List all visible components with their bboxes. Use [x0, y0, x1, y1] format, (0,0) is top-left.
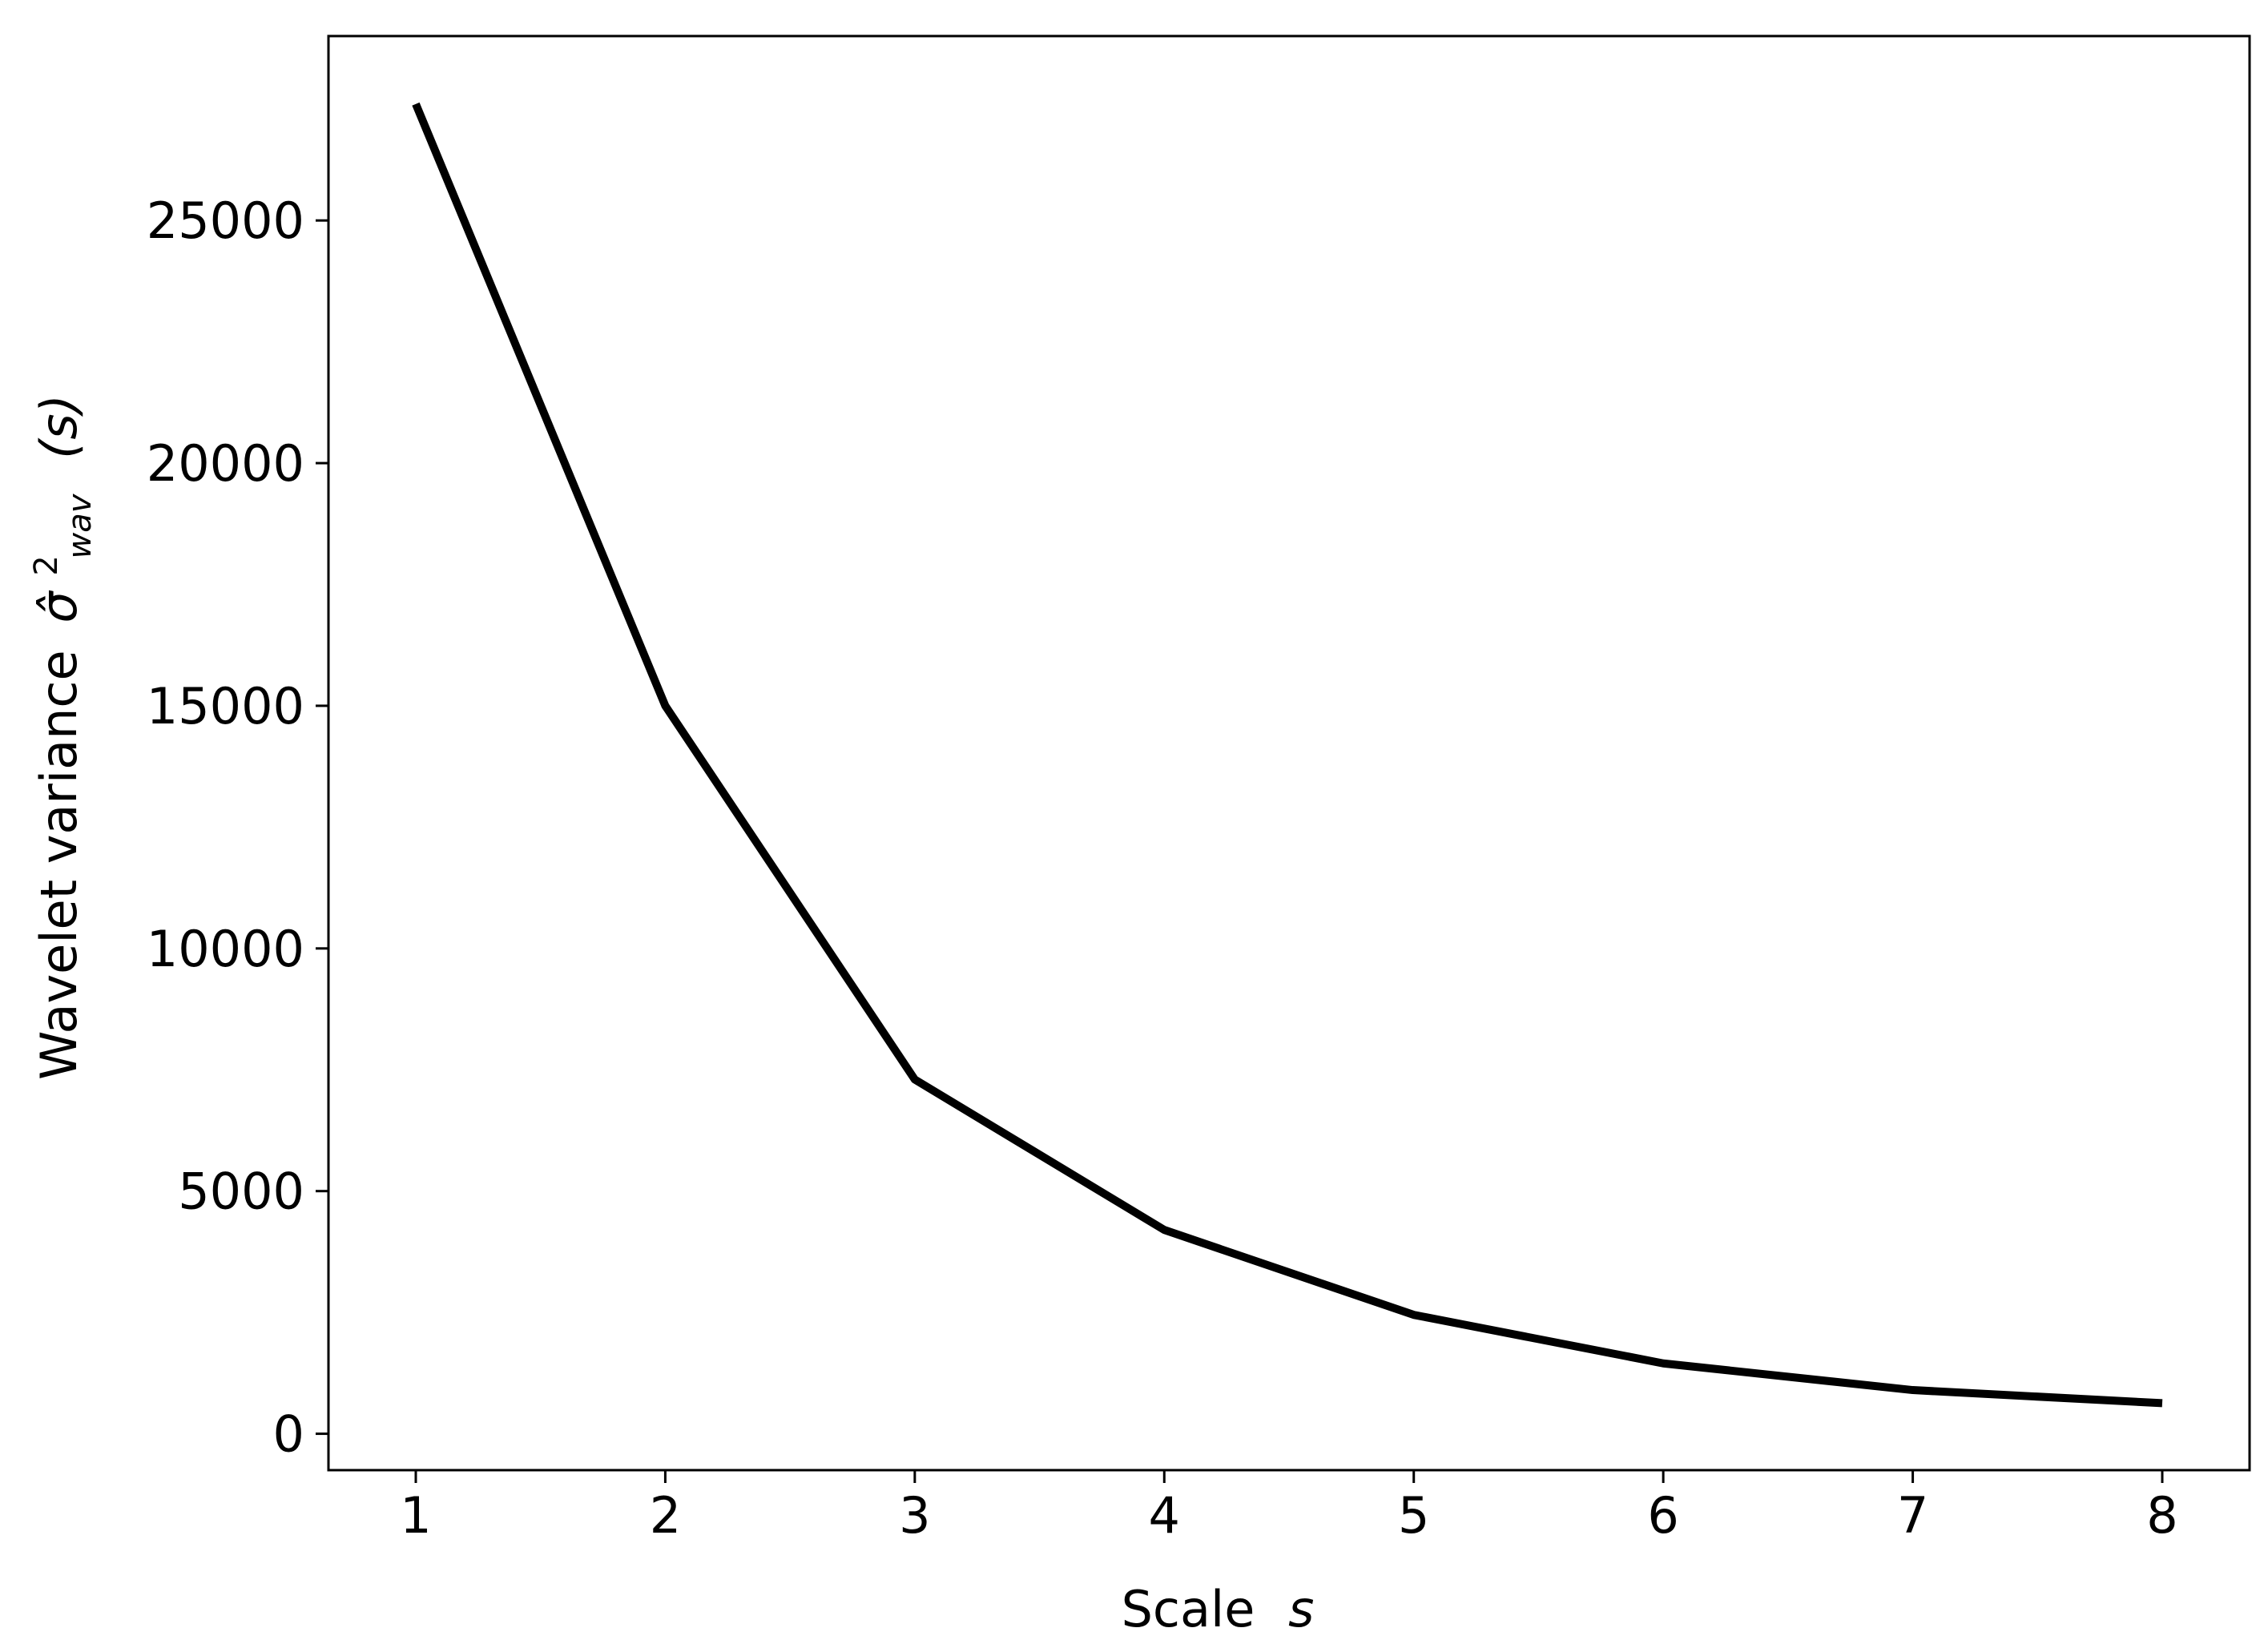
y-axis-label-subscript: wav — [62, 493, 99, 558]
y-axis: 0 5000 10000 15000 20000 25000 — [147, 191, 328, 1464]
series-line — [412, 102, 2163, 1408]
y-axis-label-symbol: σ̂ — [30, 590, 88, 623]
y-axis-label-superscript: 2 — [28, 555, 65, 575]
y-tick-label: 15000 — [147, 677, 304, 735]
y-tick-label: 0 — [273, 1405, 304, 1464]
y-tick-label: 10000 — [147, 920, 304, 978]
y-tick-label: 20000 — [147, 434, 304, 493]
x-axis-label: Scale s — [1122, 1580, 1315, 1638]
plot-frame — [327, 34, 2251, 1472]
x-tick-label: 2 — [650, 1486, 681, 1545]
x-tick-label: 3 — [899, 1486, 930, 1545]
x-axis: 1 2 3 4 5 6 7 8 — [400, 1470, 2178, 1545]
x-tick-label: 4 — [1149, 1486, 1180, 1545]
y-tick-label: 25000 — [147, 191, 304, 250]
x-tick-label: 5 — [1398, 1486, 1429, 1545]
y-axis-label: Wavelet variance σ̂ 2 wav (s) — [10, 394, 103, 1080]
x-axis-label-symbol: s — [1288, 1580, 1314, 1638]
y-axis-label-argument: (s) — [30, 394, 88, 459]
y-tick-label: 5000 — [178, 1163, 304, 1221]
x-tick-label: 7 — [1897, 1486, 1928, 1545]
x-axis-label-text: Scale — [1122, 1580, 1255, 1638]
plot-area — [327, 34, 2251, 1472]
y-axis-label-text: Wavelet variance — [30, 650, 88, 1079]
x-tick-label: 6 — [1647, 1486, 1678, 1545]
series-layer — [412, 102, 2163, 1408]
x-tick-label: 8 — [2146, 1486, 2177, 1545]
x-tick-label: 1 — [400, 1486, 431, 1545]
